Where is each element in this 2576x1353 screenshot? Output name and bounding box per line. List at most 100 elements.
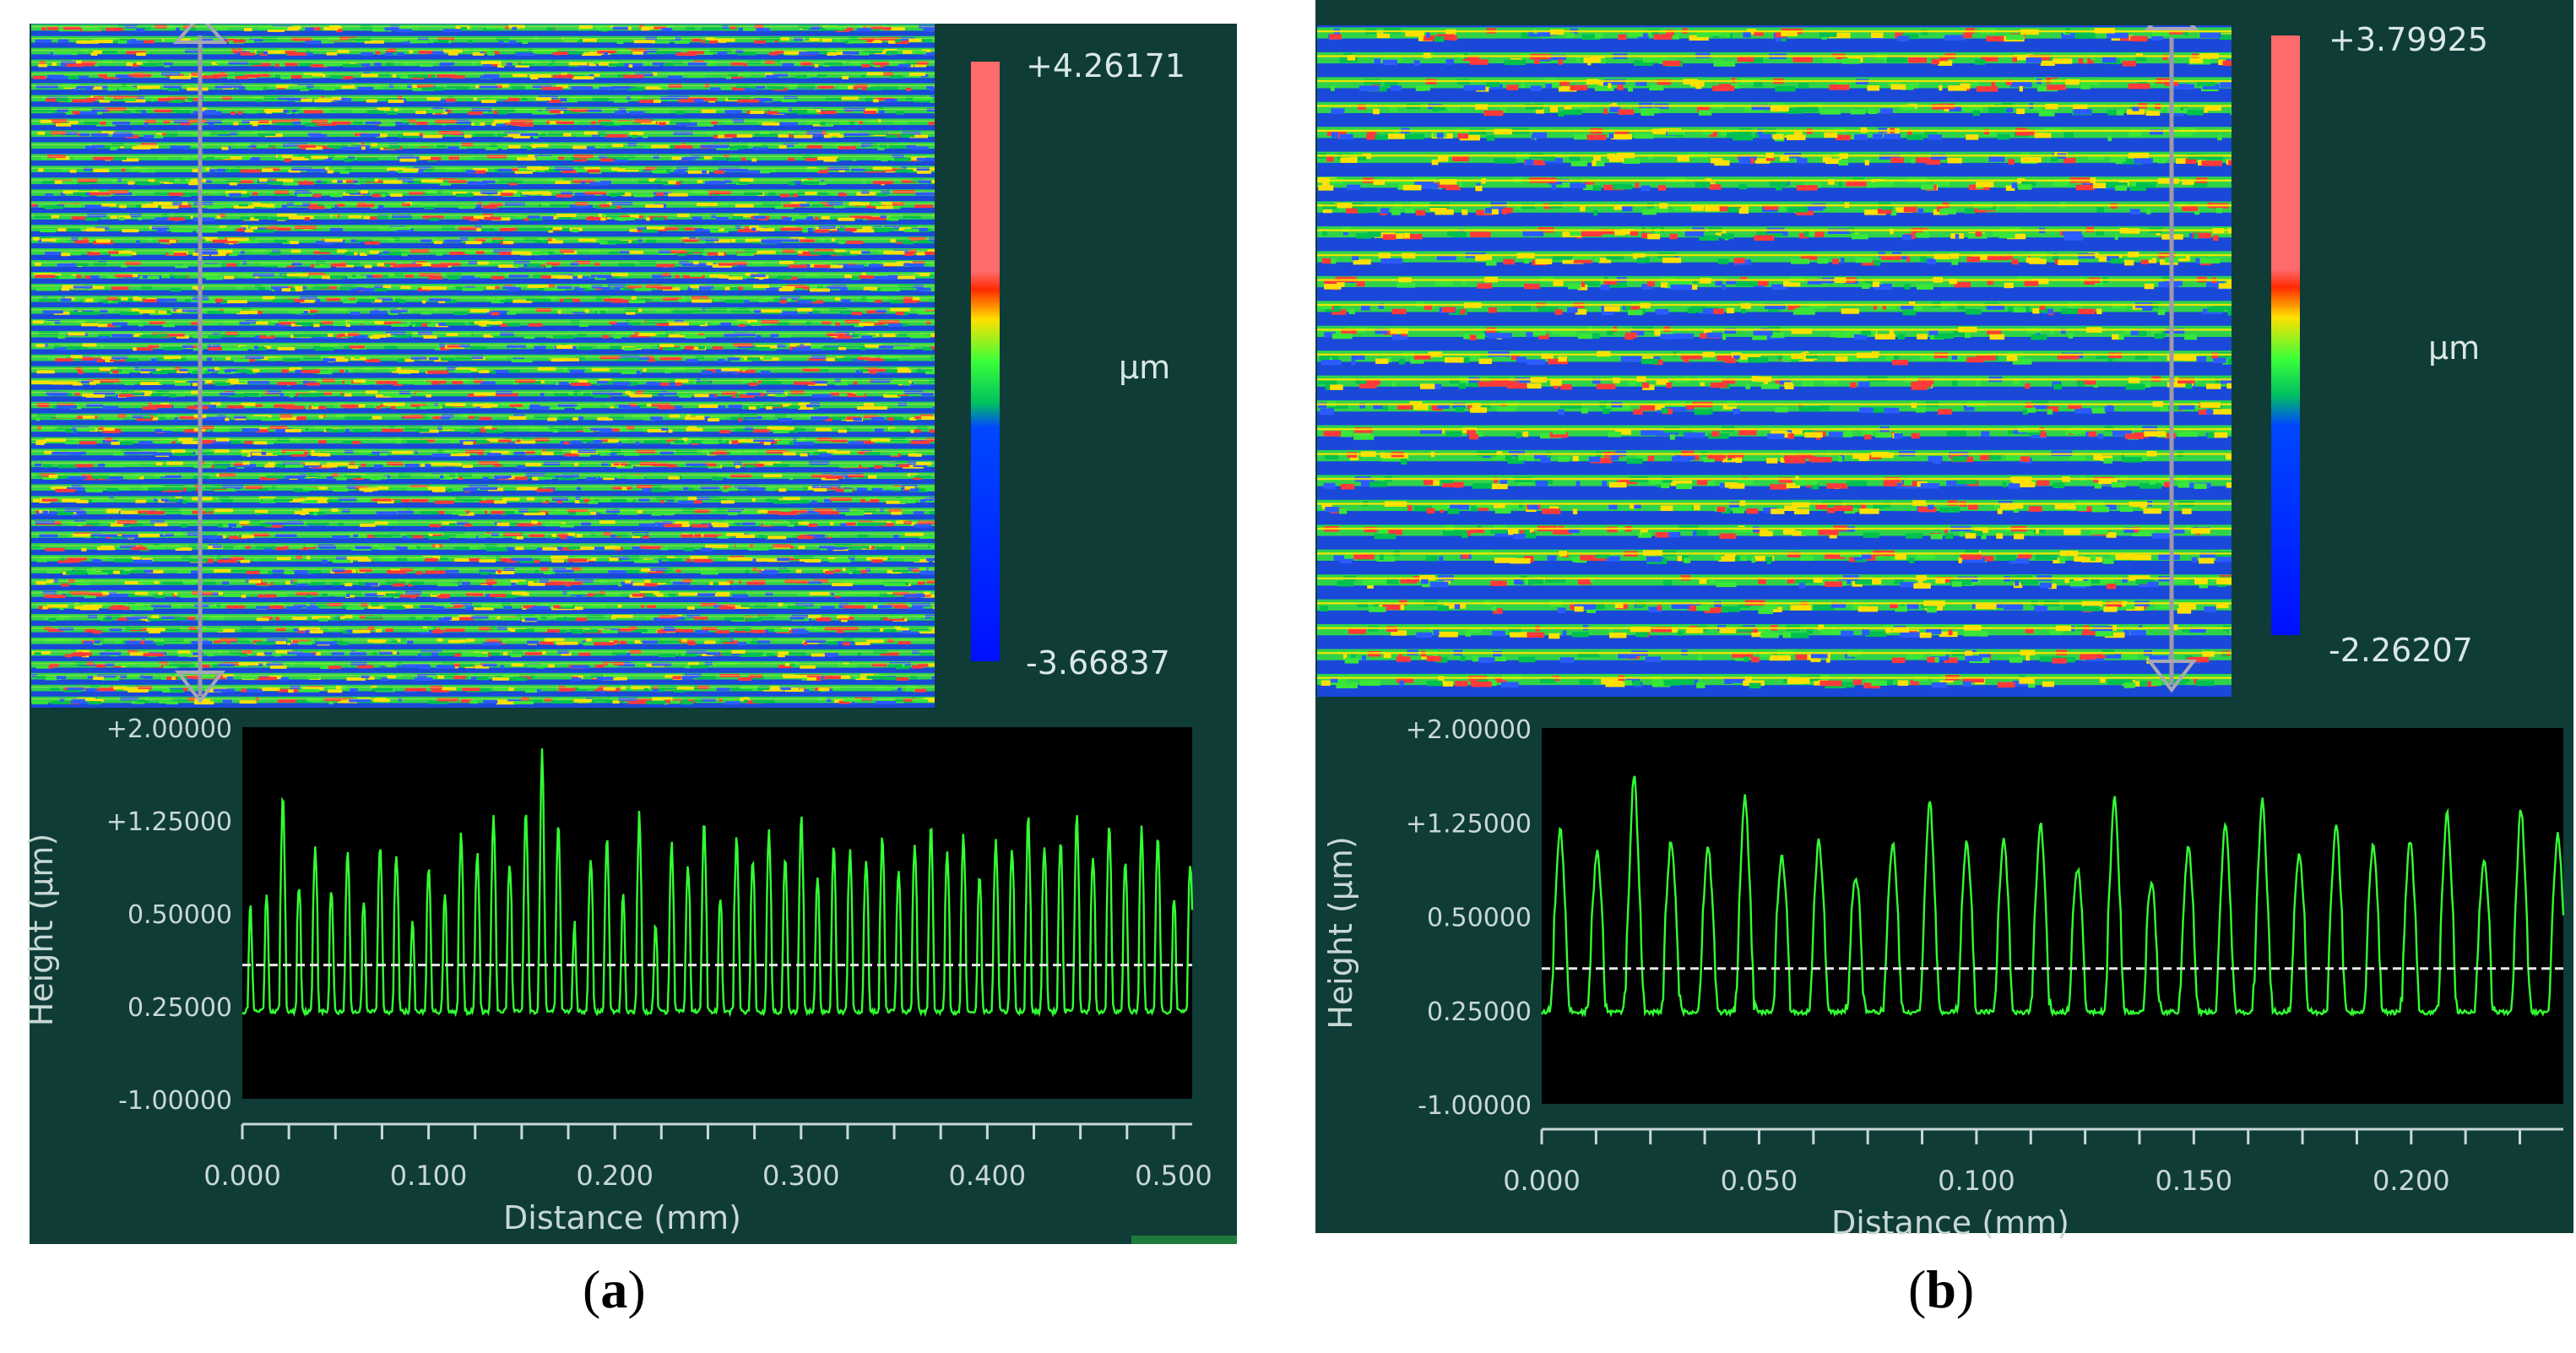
map-stripe xyxy=(31,236,935,245)
map-stripe xyxy=(1317,599,2232,614)
x-tick-label: 0.000 xyxy=(1503,1165,1581,1197)
map-stripe xyxy=(1317,425,2232,440)
map-stripe xyxy=(31,59,935,68)
x-tick-label: 0.100 xyxy=(390,1160,468,1192)
y-tick-label: +1.25000 xyxy=(1406,809,1532,839)
y-tick-label: +2.00000 xyxy=(106,715,232,744)
profile-line-marker[interactable] xyxy=(2144,25,2199,693)
map-stripe xyxy=(31,684,935,693)
map-stripe xyxy=(31,637,935,646)
map-stripe xyxy=(31,401,935,410)
map-stripe xyxy=(31,177,935,186)
map-stripe xyxy=(31,437,935,445)
map-stripe xyxy=(31,307,935,316)
y-tick-label: +2.00000 xyxy=(1406,715,1532,745)
map-stripe xyxy=(31,47,935,57)
map-stripe xyxy=(31,130,935,139)
profile-line-marker[interactable] xyxy=(172,24,228,704)
map-stripe xyxy=(31,330,935,340)
x-tick-label: 0.000 xyxy=(203,1160,281,1192)
profile-plot-area-b xyxy=(1542,728,2563,1104)
map-stripe xyxy=(31,378,935,387)
y-tick-label: -1.00000 xyxy=(1418,1091,1532,1121)
map-stripe xyxy=(1317,574,2232,590)
map-stripe xyxy=(1317,226,2232,242)
map-stripe xyxy=(31,24,935,33)
map-stripe xyxy=(31,166,935,174)
map-stripe xyxy=(31,531,935,540)
height-map-b xyxy=(1317,25,2232,697)
y-axis-label: Height (µm) xyxy=(23,834,60,1027)
caption-a-letter: a xyxy=(600,1259,628,1319)
map-stripe xyxy=(1317,649,2232,664)
map-stripe xyxy=(31,460,935,469)
color-scale-bar-b xyxy=(2271,35,2300,635)
map-stripe xyxy=(31,472,935,481)
map-stripe xyxy=(31,260,935,269)
map-stripe xyxy=(31,613,935,622)
height-map-a-svg xyxy=(31,24,935,708)
map-stripe xyxy=(31,555,935,563)
map-stripe xyxy=(31,672,935,682)
map-stripe xyxy=(31,154,935,162)
corner-chip-a xyxy=(1131,1236,1237,1244)
map-stripe xyxy=(31,543,935,552)
map-stripe xyxy=(31,590,935,599)
scale-max-b: +3.79925 xyxy=(2329,21,2488,58)
caption-b-letter: b xyxy=(1926,1259,1956,1319)
map-stripe xyxy=(1317,325,2232,340)
map-stripe xyxy=(31,448,935,457)
map-stripe xyxy=(31,413,935,422)
caption-b: (b) xyxy=(1908,1259,1975,1319)
map-stripe xyxy=(1317,201,2232,216)
x-tick-label: 0.200 xyxy=(576,1160,653,1192)
y-tick-label: 0.25000 xyxy=(127,993,232,1023)
map-stripe xyxy=(1317,524,2232,540)
scale-min-b: -2.26207 xyxy=(2329,632,2473,669)
map-stripe xyxy=(31,271,935,280)
height-profile-line xyxy=(241,748,1194,1018)
height-map-b-svg xyxy=(1317,25,2232,697)
map-stripe xyxy=(31,225,935,233)
map-stripe xyxy=(1317,301,2232,316)
x-tick-label: 0.500 xyxy=(1135,1160,1212,1192)
x-tick-label: 0.150 xyxy=(2156,1165,2233,1197)
y-tick-label: 0.25000 xyxy=(1427,997,1532,1027)
map-stripe xyxy=(31,213,935,221)
map-stripe xyxy=(31,118,935,127)
map-stripe xyxy=(31,106,935,115)
map-stripe xyxy=(31,696,935,705)
map-stripe xyxy=(31,142,935,150)
map-stripe xyxy=(31,295,935,304)
map-stripe xyxy=(31,649,935,658)
color-scale-bar-a xyxy=(971,62,1000,661)
map-stripe xyxy=(31,95,935,103)
map-stripe xyxy=(1317,449,2232,465)
map-stripe xyxy=(31,342,935,351)
map-stripe xyxy=(31,71,935,80)
x-tick-label: 0.300 xyxy=(762,1160,840,1192)
height-map-a xyxy=(31,24,935,708)
map-stripe xyxy=(31,354,935,363)
map-stripe xyxy=(1317,350,2232,366)
map-stripe xyxy=(31,579,935,587)
map-stripe xyxy=(1317,549,2232,565)
map-stripe xyxy=(31,318,935,328)
map-stripe xyxy=(1317,151,2232,166)
y-tick-label: 0.50000 xyxy=(127,900,232,930)
map-stripe xyxy=(1317,101,2232,117)
map-stripe xyxy=(1317,127,2232,142)
map-stripe xyxy=(31,248,935,257)
panel-a: +4.26171 µm -3.66837 +2.00000 +1.25000 0.5… xyxy=(23,24,1237,1244)
x-axis-label: Distance (mm) xyxy=(1831,1204,2069,1242)
height-profile-line xyxy=(1540,775,2565,1018)
map-stripe xyxy=(31,519,935,528)
map-stripe xyxy=(31,508,935,516)
x-tick-label: 0.050 xyxy=(1721,1165,1798,1197)
scale-unit-b: µm xyxy=(2428,329,2481,367)
map-stripe xyxy=(31,660,935,670)
map-stripe xyxy=(31,189,935,198)
scale-min-a: -3.66837 xyxy=(1026,644,1170,682)
scale-max-a: +4.26171 xyxy=(1026,47,1185,84)
map-stripe xyxy=(31,283,935,292)
